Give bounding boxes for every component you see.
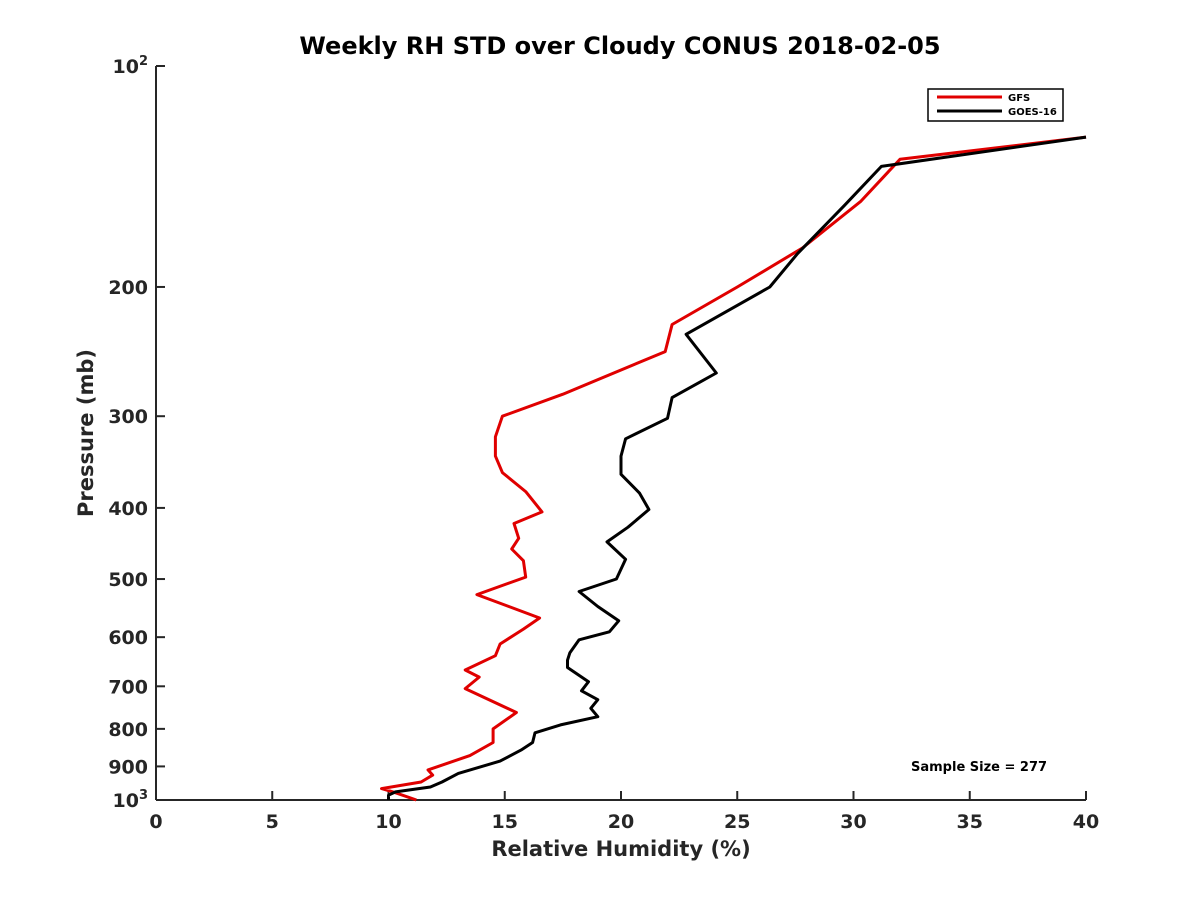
x-tick-label: 30: [840, 811, 866, 833]
series-line-goes16: [387, 135, 1087, 800]
legend-label-goes16: GOES-16: [1008, 107, 1057, 118]
y-tick-label: 900: [108, 756, 148, 778]
chart-title: Weekly RH STD over Cloudy CONUS 2018-02-…: [299, 32, 940, 60]
legend: GFS GOES-16: [927, 88, 1064, 122]
sample-size-annotation: Sample Size = 277: [911, 760, 1047, 775]
x-tick-label: 25: [724, 811, 750, 833]
y-tick-label: 500: [108, 569, 148, 591]
y-tick-label: 800: [108, 719, 148, 741]
y-axis-ticks: 102 200 300 400 500 600 700 800 900 103: [108, 54, 165, 812]
series-lines: [380, 135, 1087, 802]
x-tick-label: 20: [608, 811, 634, 833]
y-tick-label: 200: [108, 277, 148, 299]
x-tick-label: 35: [957, 811, 983, 833]
series-line-gfs: [380, 135, 1087, 802]
x-tick-label: 0: [149, 811, 162, 833]
x-axis-label: Relative Humidity (%): [491, 837, 750, 861]
y-tick-label: 102: [113, 54, 149, 78]
x-tick-label: 40: [1073, 811, 1099, 833]
legend-label-gfs: GFS: [1008, 93, 1030, 104]
y-tick-label: 700: [108, 676, 148, 698]
y-tick-label: 400: [108, 498, 148, 520]
y-tick-label: 103: [113, 788, 149, 812]
x-tick-label: 15: [492, 811, 518, 833]
x-axis-ticks: 0 5 10 15 20 25 30 35 40: [149, 791, 1099, 833]
y-axis-label: Pressure (mb): [74, 349, 98, 517]
plot-area: [155, 66, 1086, 801]
y-tick-label: 300: [108, 406, 148, 428]
x-tick-label: 10: [375, 811, 401, 833]
legend-box: [927, 88, 1064, 122]
y-tick-label: 600: [108, 627, 148, 649]
x-tick-label: 5: [266, 811, 279, 833]
